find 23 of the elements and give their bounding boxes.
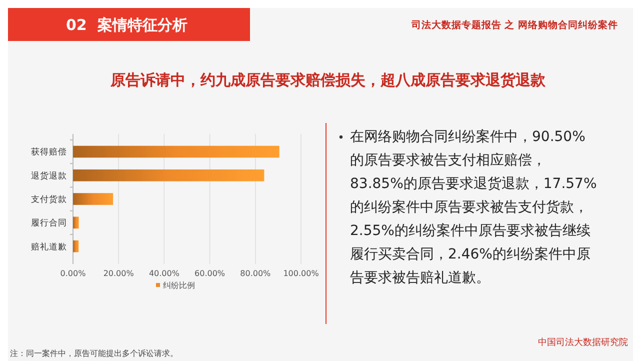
y-tick-label: 获得赔偿 [31,146,67,158]
text: 司法大数据专题报告 之 网络购物合同纠纷案件 [410,19,618,31]
x-tick-label: 40.00% [148,269,180,278]
chart-title: 原告诉请中，约九成原告要求赔偿损失，超八成原告要求退货退款 [110,71,546,89]
y-tick-label: 履行合同 [31,218,67,229]
text: 02 案情特征分析 [66,16,188,34]
text: 中国司法大数据研究院 [538,337,628,348]
x-tick-label: 80.00% [240,269,272,278]
x-tick-label: 0.00% [60,269,86,278]
bar [73,193,114,205]
text: 在网络购物合同纠纷案件中，90.50%的原告要求被告支付相应赔偿，83.85%的原告要求退货退款，17.57%的纠纷案件中原告要求被告支付货款，2.55%的纠纷案件中原告要求被告继续履行买卖合同，2.46%的纠纷案件中原告要求被告赔礼道歉。 [350,128,597,286]
y-tick-label: 退货退款 [31,170,67,182]
legend-label: 纠纷比例 [163,281,195,290]
bar [73,216,79,229]
x-tick-label: 20.00% [103,269,134,278]
x-tick-label: 100.00% [283,269,320,278]
bar [73,240,79,252]
y-tick-label: 赔礼道歉 [31,241,67,252]
y-tick-label: 支付货款 [31,194,67,205]
text: 注：同一案件中，原告可能提出多个诉讼请求。 [10,349,178,358]
bar [73,169,264,182]
bar [73,146,280,158]
x-tick-label: 60.00% [194,269,226,278]
